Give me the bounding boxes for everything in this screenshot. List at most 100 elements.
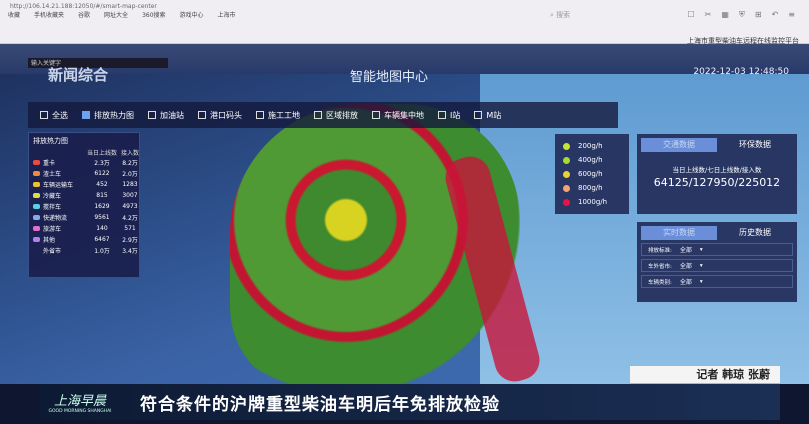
vehicle-type: 重卡 [43, 160, 56, 167]
access-count: 2.0万 [122, 171, 138, 178]
checkbox-checked[interactable] [82, 111, 90, 119]
stat-value: 64125/127950/225012 [653, 176, 781, 189]
filter-heatmap[interactable]: 排放热力图 [82, 110, 134, 121]
legend-row: 车辆运输车 452 1283 [33, 179, 138, 190]
emission-standard-select[interactable]: 排放标准: 全部 ▾ [641, 243, 793, 256]
filter-area-emission[interactable]: 区域排放 [314, 110, 358, 121]
legend-row: 冷藏车 815 3007 [33, 190, 138, 201]
stats-panel: 交通数据 环保数据 当日上线数/七日上线数/接入数 64125/127950/22… [637, 134, 797, 214]
vehicle-type: 快递物流 [43, 215, 68, 222]
rate-legend-item: 600g/h [563, 167, 621, 181]
rate-dot-icon [563, 198, 570, 206]
bookmarks-bar: 收藏 手机收藏夹 谷歌 网址大全 360搜索 游戏中心 上海市 [8, 10, 236, 19]
checkbox[interactable] [474, 111, 483, 119]
bookmark[interactable]: 网址大全 [104, 12, 129, 19]
filter-label: M站 [486, 110, 502, 120]
vehicle-type: 渣土车 [43, 171, 62, 178]
checkbox[interactable] [198, 111, 206, 119]
bookmark[interactable]: 收藏 [8, 12, 21, 19]
filter-label: 加油站 [160, 110, 184, 120]
rate-dot-icon [563, 156, 570, 164]
access-count: 3.4万 [122, 248, 138, 255]
chevron-down-icon: ▾ [699, 246, 703, 253]
online-count: 140 [96, 225, 108, 232]
access-count: 8.2万 [122, 160, 138, 167]
filter-label: I站 [450, 110, 461, 120]
filter-m-station[interactable]: M站 [474, 110, 501, 121]
bookmark[interactable]: 谷歌 [78, 12, 91, 19]
rate-legend-item: 1000g/h [563, 195, 621, 209]
rate-dot-icon [563, 142, 570, 150]
filter-vehicle-hub[interactable]: 车辆集中地 [372, 110, 424, 121]
vehicle-icon [33, 237, 40, 242]
rate-dot-icon [563, 184, 570, 192]
browser-search[interactable]: ⌕ 搜索 [550, 11, 571, 19]
select-value: 全部 [679, 247, 692, 254]
filter-gas-station[interactable]: 加油站 [148, 110, 184, 121]
checkbox[interactable] [438, 111, 446, 119]
bookmark[interactable]: 上海市 [217, 12, 236, 19]
checkbox[interactable] [148, 111, 156, 119]
sea-area [480, 44, 809, 384]
search-placeholder: 搜索 [556, 11, 571, 19]
column-header: 当日上线数 [87, 150, 118, 157]
stat-label: 当日上线数/七日上线数/接入数 [672, 166, 762, 174]
rate-label: 600g/h [578, 170, 603, 178]
layer-filter-bar: 全选 排放热力图 加油站 港口码头 施工工地 区域排放 车辆集中地 I站 M站 [28, 102, 618, 128]
data-filter-panel: 实时数据 历史数据 排放标准: 全部 ▾ 车外省市: 全部 ▾ 车辆类别: 全部 ▾ [637, 222, 797, 302]
filter-label: 车辆集中地 [384, 110, 424, 120]
access-count: 3007 [122, 192, 138, 199]
bookmark[interactable]: 360搜索 [142, 12, 166, 19]
menu-icon[interactable]: ≡ [788, 10, 795, 19]
tab-realtime-data[interactable]: 实时数据 [641, 226, 717, 240]
legend-row: 渣土车 6122 2.0万 [33, 168, 138, 179]
tab-environment-data[interactable]: 环保数据 [739, 140, 771, 149]
online-count: 2.3万 [94, 160, 110, 167]
vehicle-icon [33, 171, 40, 176]
vehicle-type: 车辆运输车 [43, 182, 74, 189]
vehicle-type-select[interactable]: 车辆类别: 全部 ▾ [641, 275, 793, 288]
select-label: 排放标准: [648, 247, 672, 254]
access-count: 1283 [122, 181, 138, 188]
map-view[interactable]: 输入关键字 新闻综合 智能地图中心 2022-12-03 12:48:50 全选… [0, 44, 809, 384]
shield-icon[interactable]: ⛨ [738, 10, 745, 19]
filter-construction[interactable]: 施工工地 [256, 110, 300, 121]
vehicle-icon [33, 193, 40, 198]
browser-toolbar: http://106.14.21.188:12050/#/smart-map-c… [0, 0, 809, 45]
news-ticker: 上海早晨 GOOD MORNING SHANGHAI 符合条件的沪牌重型柴油车明… [40, 384, 780, 420]
headline: 符合条件的沪牌重型柴油车明后年免排放检验 [140, 394, 500, 415]
bookmark[interactable]: 手机收藏夹 [34, 12, 65, 19]
filter-label: 区域排放 [326, 110, 358, 120]
address-bar[interactable]: http://106.14.21.188:12050/#/smart-map-c… [10, 3, 157, 10]
access-count: 4.2万 [122, 215, 138, 222]
checkbox[interactable] [314, 111, 322, 119]
vehicle-type: 搅拌车 [43, 204, 62, 211]
bookmark[interactable]: 游戏中心 [179, 12, 204, 19]
grid-icon[interactable]: ⊞ [754, 10, 762, 19]
undo-icon[interactable]: ↶ [771, 10, 779, 19]
tab-history-data[interactable]: 历史数据 [739, 228, 771, 237]
show-name-en: GOOD MORNING SHANGHAI [48, 409, 112, 414]
tab-traffic-data[interactable]: 交通数据 [641, 138, 717, 152]
filter-label: 港口码头 [210, 110, 242, 120]
filter-i-station[interactable]: I站 [438, 110, 460, 121]
rate-dot-icon [563, 170, 570, 178]
checkbox[interactable] [40, 111, 48, 119]
vehicle-type: 冷藏车 [43, 193, 62, 200]
filter-port[interactable]: 港口码头 [198, 110, 242, 121]
rate-label: 1000g/h [578, 198, 608, 206]
select-label: 车外省市: [648, 263, 672, 270]
vehicle-type: 旅游车 [43, 226, 62, 233]
online-count: 6467 [94, 236, 110, 243]
checkbox[interactable] [256, 111, 264, 119]
extension-icon[interactable]: ▦ [721, 10, 729, 19]
checkbox[interactable] [372, 111, 380, 119]
filter-label: 施工工地 [268, 110, 300, 120]
rate-legend-item: 800g/h [563, 181, 621, 195]
window-icon[interactable]: ☐ [687, 10, 695, 19]
map-search-input[interactable]: 输入关键字 [28, 58, 168, 68]
province-select[interactable]: 车外省市: 全部 ▾ [641, 259, 793, 272]
platform-title: 上海市重型柴油车远程在线监控平台 [687, 37, 799, 45]
filter-select-all[interactable]: 全选 [40, 110, 68, 121]
scissors-icon[interactable]: ✂ [704, 10, 712, 19]
